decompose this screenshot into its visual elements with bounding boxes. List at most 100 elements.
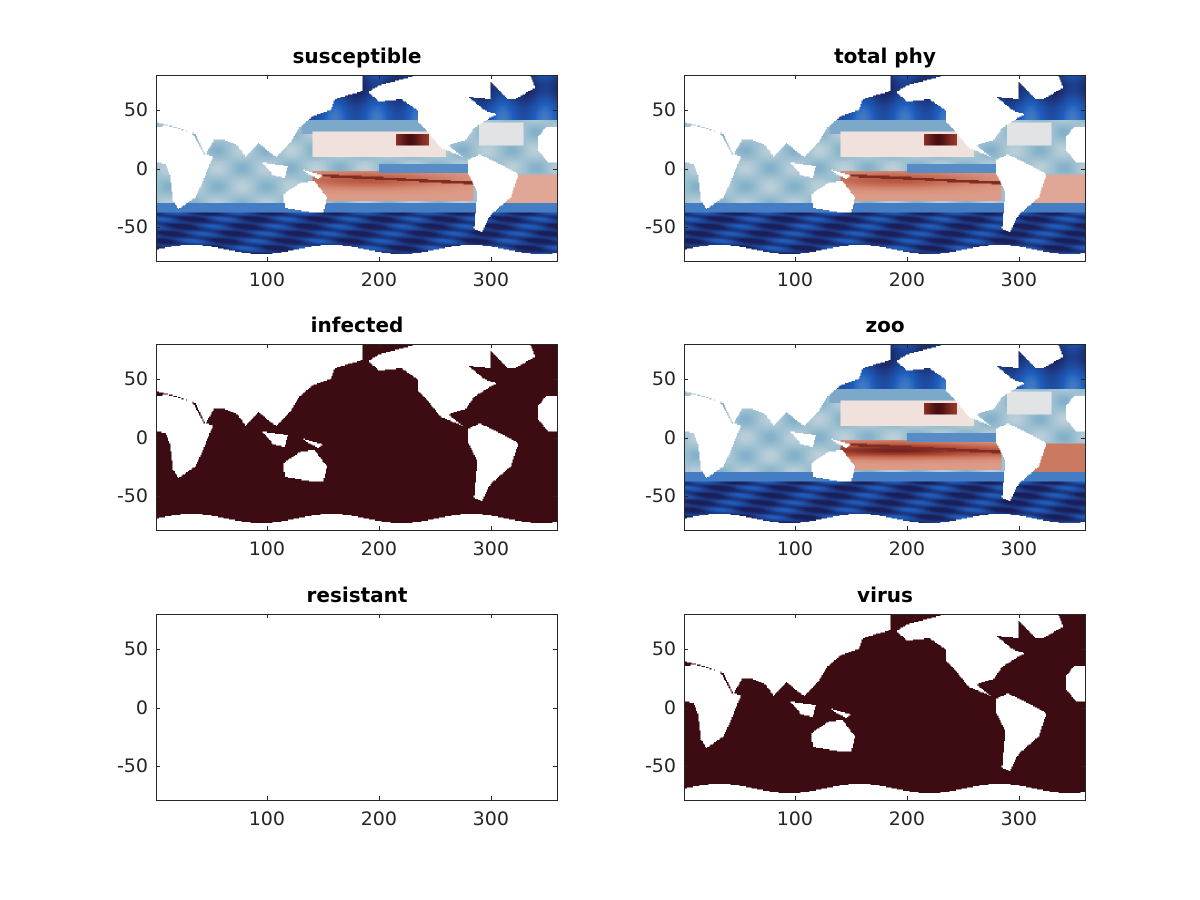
- y-tick-mark: [684, 707, 688, 709]
- x-tick-mark: [1018, 257, 1020, 261]
- y-tick-mark: [1081, 379, 1085, 381]
- y-tick-mark: [553, 495, 557, 497]
- x-tick-mark: [794, 526, 796, 530]
- y-tick-label: -50: [644, 754, 676, 777]
- x-tick-label: 100: [248, 269, 285, 291]
- y-tick-mark: [553, 379, 557, 381]
- x-tick-mark: [794, 257, 796, 261]
- x-tick-mark: [794, 344, 796, 348]
- axes-total-phy: [684, 75, 1086, 262]
- x-tick-mark: [1018, 344, 1020, 348]
- x-tick-label: 300: [472, 808, 509, 830]
- x-tick-mark: [266, 526, 268, 530]
- x-tick-mark: [1018, 526, 1020, 530]
- y-tick-label: 50: [123, 638, 148, 661]
- axes-infected: [156, 344, 558, 531]
- y-tick-label: 0: [135, 696, 148, 719]
- x-tick-mark: [1018, 75, 1020, 79]
- y-tick-label: -50: [644, 215, 676, 238]
- y-tick-mark: [156, 649, 160, 651]
- panel-title: infected: [310, 313, 404, 337]
- heatmap-image: [157, 76, 557, 261]
- y-tick-label: -50: [644, 484, 676, 507]
- y-tick-label: 0: [663, 157, 676, 180]
- y-tick-label: -50: [116, 754, 148, 777]
- y-tick-mark: [156, 226, 160, 228]
- x-tick-mark: [266, 344, 268, 348]
- y-tick-mark: [156, 707, 160, 709]
- x-tick-mark: [266, 75, 268, 79]
- heatmap-image: [685, 76, 1085, 261]
- x-tick-label: 200: [888, 538, 925, 560]
- y-tick-mark: [684, 168, 688, 170]
- y-tick-mark: [553, 707, 557, 709]
- x-tick-mark: [906, 796, 908, 800]
- heatmap-image: [685, 345, 1085, 530]
- x-tick-label: 300: [472, 538, 509, 560]
- y-tick-label: 50: [651, 638, 676, 661]
- x-tick-label: 200: [888, 269, 925, 291]
- x-tick-mark: [906, 344, 908, 348]
- x-tick-mark: [1018, 796, 1020, 800]
- x-tick-mark: [794, 75, 796, 79]
- axes-virus: [684, 614, 1086, 801]
- x-tick-label: 200: [360, 538, 397, 560]
- y-tick-mark: [684, 437, 688, 439]
- x-tick-label: 100: [248, 538, 285, 560]
- x-tick-mark: [490, 526, 492, 530]
- x-tick-mark: [906, 526, 908, 530]
- x-tick-mark: [794, 614, 796, 618]
- x-tick-label: 200: [360, 808, 397, 830]
- panel-title: susceptible: [292, 44, 422, 68]
- y-tick-mark: [1081, 495, 1085, 497]
- y-tick-mark: [1081, 649, 1085, 651]
- x-tick-label: 300: [1000, 538, 1037, 560]
- y-tick-mark: [684, 765, 688, 767]
- y-tick-mark: [156, 495, 160, 497]
- x-tick-label: 200: [360, 269, 397, 291]
- panel-title: zoo: [865, 313, 905, 337]
- y-tick-label: 50: [651, 368, 676, 391]
- x-tick-mark: [266, 257, 268, 261]
- panel-title: virus: [857, 583, 913, 607]
- y-tick-mark: [1081, 168, 1085, 170]
- y-tick-mark: [1081, 707, 1085, 709]
- y-tick-label: -50: [116, 215, 148, 238]
- y-tick-mark: [553, 649, 557, 651]
- y-tick-mark: [553, 437, 557, 439]
- x-tick-label: 100: [776, 808, 813, 830]
- axes-zoo: [684, 344, 1086, 531]
- y-tick-mark: [156, 379, 160, 381]
- y-tick-label: 50: [123, 99, 148, 122]
- y-tick-mark: [156, 110, 160, 112]
- x-tick-label: 300: [472, 269, 509, 291]
- panel-title: total phy: [834, 44, 936, 68]
- x-tick-mark: [906, 614, 908, 618]
- x-tick-label: 300: [1000, 269, 1037, 291]
- x-tick-mark: [378, 344, 380, 348]
- x-tick-mark: [490, 796, 492, 800]
- y-tick-mark: [684, 649, 688, 651]
- x-tick-mark: [1018, 614, 1020, 618]
- y-tick-mark: [684, 495, 688, 497]
- panel-title: resistant: [306, 583, 408, 607]
- y-tick-mark: [553, 168, 557, 170]
- x-tick-mark: [906, 75, 908, 79]
- x-tick-mark: [266, 614, 268, 618]
- x-tick-mark: [490, 614, 492, 618]
- y-tick-mark: [1081, 437, 1085, 439]
- x-tick-mark: [794, 796, 796, 800]
- x-tick-mark: [378, 257, 380, 261]
- y-tick-mark: [684, 379, 688, 381]
- y-tick-label: 0: [135, 426, 148, 449]
- y-tick-label: 50: [651, 99, 676, 122]
- x-tick-mark: [906, 257, 908, 261]
- y-tick-mark: [1081, 765, 1085, 767]
- x-tick-mark: [490, 257, 492, 261]
- y-tick-label: 0: [135, 157, 148, 180]
- x-tick-label: 100: [776, 269, 813, 291]
- y-tick-label: -50: [116, 484, 148, 507]
- y-tick-label: 50: [123, 368, 148, 391]
- x-tick-mark: [378, 796, 380, 800]
